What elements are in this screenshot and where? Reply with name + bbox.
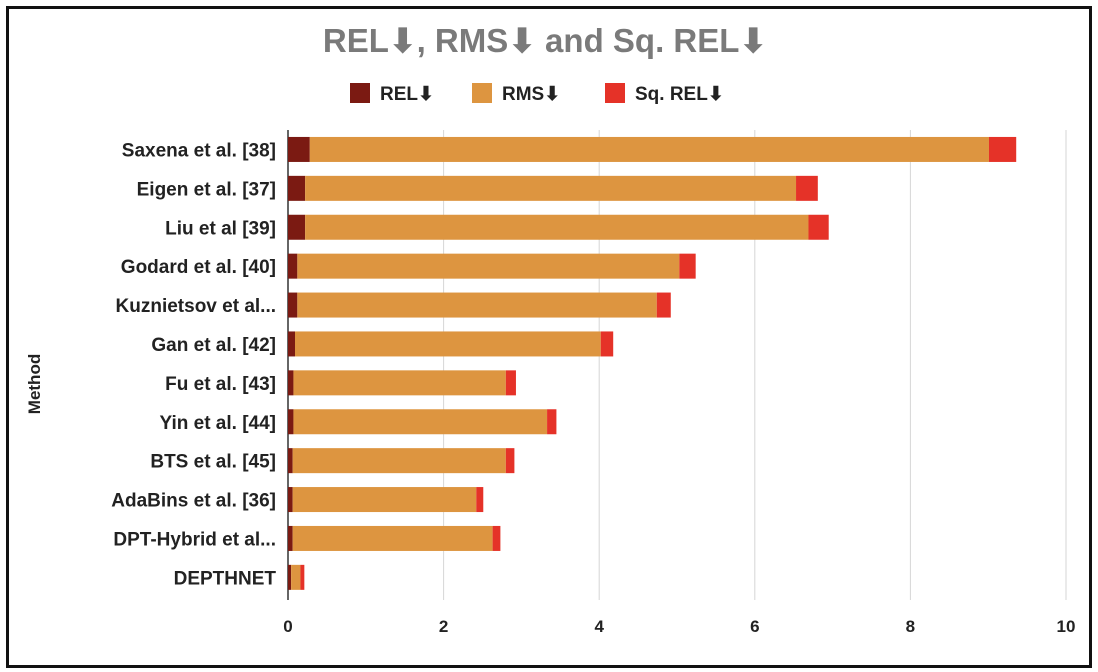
- bar-segment: [600, 331, 614, 357]
- category-label: BTS et al. [45]: [150, 452, 276, 473]
- category-labels: Saxena et al. [38] Eigen et al. [37] Liu e…: [111, 140, 276, 589]
- bar-segment: [288, 409, 294, 435]
- category-label: Gan et al. [42]: [151, 335, 276, 356]
- bar-segment: [288, 448, 293, 474]
- bar-segment: [295, 331, 601, 357]
- bar-segment: [547, 409, 557, 435]
- category-label: Kuznietsov et al...: [116, 296, 276, 317]
- bar-segment: [288, 525, 293, 551]
- bar-segment: [656, 292, 671, 318]
- bar-segment: [988, 136, 1017, 162]
- bar-segment: [305, 175, 797, 201]
- bar-segment: [288, 564, 292, 590]
- bar-segment: [476, 487, 484, 513]
- legend-label: Sq. REL⬇: [635, 84, 724, 105]
- category-label: Saxena et al. [38]: [122, 140, 276, 161]
- legend-swatch: [472, 83, 492, 103]
- category-label: Eigen et al. [37]: [137, 179, 276, 200]
- category-label: Yin et al. [44]: [160, 413, 277, 434]
- bar-segment: [309, 136, 989, 162]
- bar-segment: [288, 331, 296, 357]
- category-label: DPT-Hybrid et al...: [113, 529, 276, 550]
- bar-segment: [505, 370, 516, 396]
- bar-segment: [300, 564, 305, 590]
- legend-label: RMS⬇: [502, 84, 560, 105]
- category-label: Fu et al. [43]: [165, 374, 276, 395]
- chart-title: REL⬇, RMS⬇ and Sq. REL⬇: [323, 22, 767, 59]
- legend-label: REL⬇: [380, 84, 434, 105]
- bar-segment: [679, 253, 696, 279]
- x-tick-label: 4: [594, 617, 604, 636]
- x-tick-label: 6: [750, 617, 759, 636]
- bar-segment: [293, 409, 548, 435]
- bar-segment: [288, 214, 306, 240]
- legend-swatch: [350, 83, 370, 103]
- bar-segment: [288, 487, 293, 513]
- x-tick-labels: 0 2 4 6 8 10: [283, 617, 1075, 636]
- y-axis-title: Method: [25, 354, 44, 414]
- bar-segment: [292, 448, 506, 474]
- x-tick-label: 0: [283, 617, 292, 636]
- category-label: Liu et al [39]: [165, 218, 276, 239]
- bar-segment: [288, 175, 306, 201]
- x-tick-label: 10: [1057, 617, 1076, 636]
- bar-segment: [288, 253, 298, 279]
- category-label: DEPTHNET: [174, 568, 277, 589]
- bar-segment: [297, 253, 680, 279]
- bars: [288, 136, 1017, 590]
- bar-segment: [808, 214, 829, 240]
- bar-segment: [288, 292, 298, 318]
- legend-swatch: [605, 83, 625, 103]
- bar-segment: [288, 136, 310, 162]
- category-label: Godard et al. [40]: [121, 257, 276, 278]
- bar-segment: [288, 370, 294, 396]
- bar-segment: [293, 370, 506, 396]
- bar-segment: [292, 525, 493, 551]
- bar-segment: [291, 564, 301, 590]
- bar-segment: [492, 525, 501, 551]
- bar-segment: [292, 487, 477, 513]
- bar-segment: [297, 292, 657, 318]
- bar-segment: [505, 448, 515, 474]
- bar-segment: [305, 214, 809, 240]
- bar-segment: [796, 175, 818, 201]
- x-tick-label: 2: [439, 617, 448, 636]
- legend: REL⬇ RMS⬇ Sq. REL⬇: [350, 83, 724, 105]
- gridlines: [287, 130, 1067, 600]
- category-label: AdaBins et al. [36]: [111, 491, 276, 512]
- x-tick-label: 8: [906, 617, 915, 636]
